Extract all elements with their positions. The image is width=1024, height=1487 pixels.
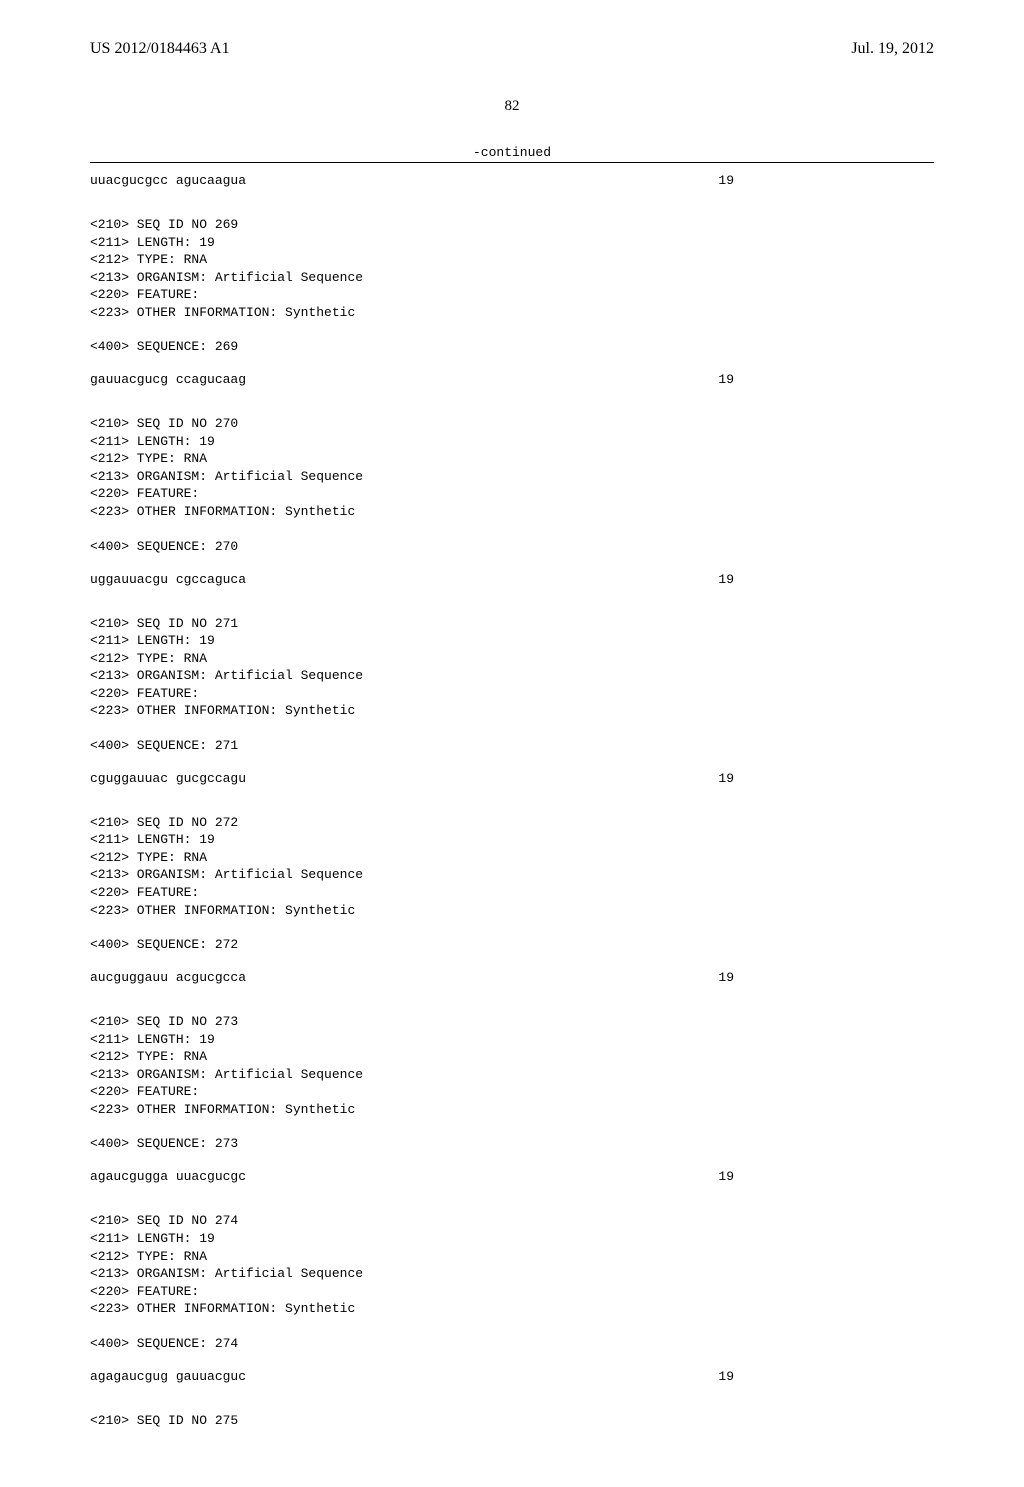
publication-date: Jul. 19, 2012 (851, 40, 934, 58)
seq-meta-block: <210> SEQ ID NO 274 <211> LENGTH: 19 <21… (90, 1212, 934, 1317)
seq-meta-trailing: <210> SEQ ID NO 275 (90, 1412, 934, 1430)
sequence-length: 19 (718, 572, 934, 587)
seq-meta-block: <210> SEQ ID NO 271 <211> LENGTH: 19 <21… (90, 615, 934, 720)
sequence-row: uuacgucgcc agucaagua 19 (90, 173, 934, 188)
publication-number: US 2012/0184463 A1 (90, 40, 230, 58)
sequence-text: aucguggauu acgucgcca (90, 970, 246, 985)
sequence-text: gauuacgucg ccagucaag (90, 372, 246, 387)
sequence-text: uggauuacgu cgccaguca (90, 572, 246, 587)
seq-header: <400> SEQUENCE: 274 (90, 1336, 934, 1351)
page-number: 82 (90, 98, 934, 115)
sequence-length: 19 (718, 970, 934, 985)
sequence-text: agagaucgug gauuacguc (90, 1369, 246, 1384)
sequence-row: uggauuacgu cgccaguca 19 (90, 572, 934, 587)
sequence-length: 19 (718, 1369, 934, 1384)
seq-header: <400> SEQUENCE: 270 (90, 539, 934, 554)
continued-label: -continued (90, 145, 934, 160)
sequence-row: agaucgugga uuacgucgc 19 (90, 1169, 934, 1184)
seq-header: <400> SEQUENCE: 271 (90, 738, 934, 753)
sequence-length: 19 (718, 771, 934, 786)
sequence-text: cguggauuac gucgccagu (90, 771, 246, 786)
page-header: US 2012/0184463 A1 Jul. 19, 2012 (90, 40, 934, 58)
sequence-row: agagaucgug gauuacguc 19 (90, 1369, 934, 1384)
sequence-row: cguggauuac gucgccagu 19 (90, 771, 934, 786)
seq-meta-block: <210> SEQ ID NO 272 <211> LENGTH: 19 <21… (90, 814, 934, 919)
seq-meta-block: <210> SEQ ID NO 269 <211> LENGTH: 19 <21… (90, 216, 934, 321)
sequence-text: agaucgugga uuacgucgc (90, 1169, 246, 1184)
sequence-text: uuacgucgcc agucaagua (90, 173, 246, 188)
seq-meta-block: <210> SEQ ID NO 270 <211> LENGTH: 19 <21… (90, 415, 934, 520)
seq-header: <400> SEQUENCE: 269 (90, 339, 934, 354)
seq-header: <400> SEQUENCE: 273 (90, 1136, 934, 1151)
sequence-length: 19 (718, 1169, 934, 1184)
seq-meta-block: <210> SEQ ID NO 273 <211> LENGTH: 19 <21… (90, 1013, 934, 1118)
sequence-length: 19 (718, 372, 934, 387)
seq-header: <400> SEQUENCE: 272 (90, 937, 934, 952)
sequence-row: aucguggauu acgucgcca 19 (90, 970, 934, 985)
sequence-length: 19 (718, 173, 934, 188)
divider (90, 162, 934, 163)
patent-page: US 2012/0184463 A1 Jul. 19, 2012 82 -con… (0, 0, 1024, 1487)
sequence-row: gauuacgucg ccagucaag 19 (90, 372, 934, 387)
